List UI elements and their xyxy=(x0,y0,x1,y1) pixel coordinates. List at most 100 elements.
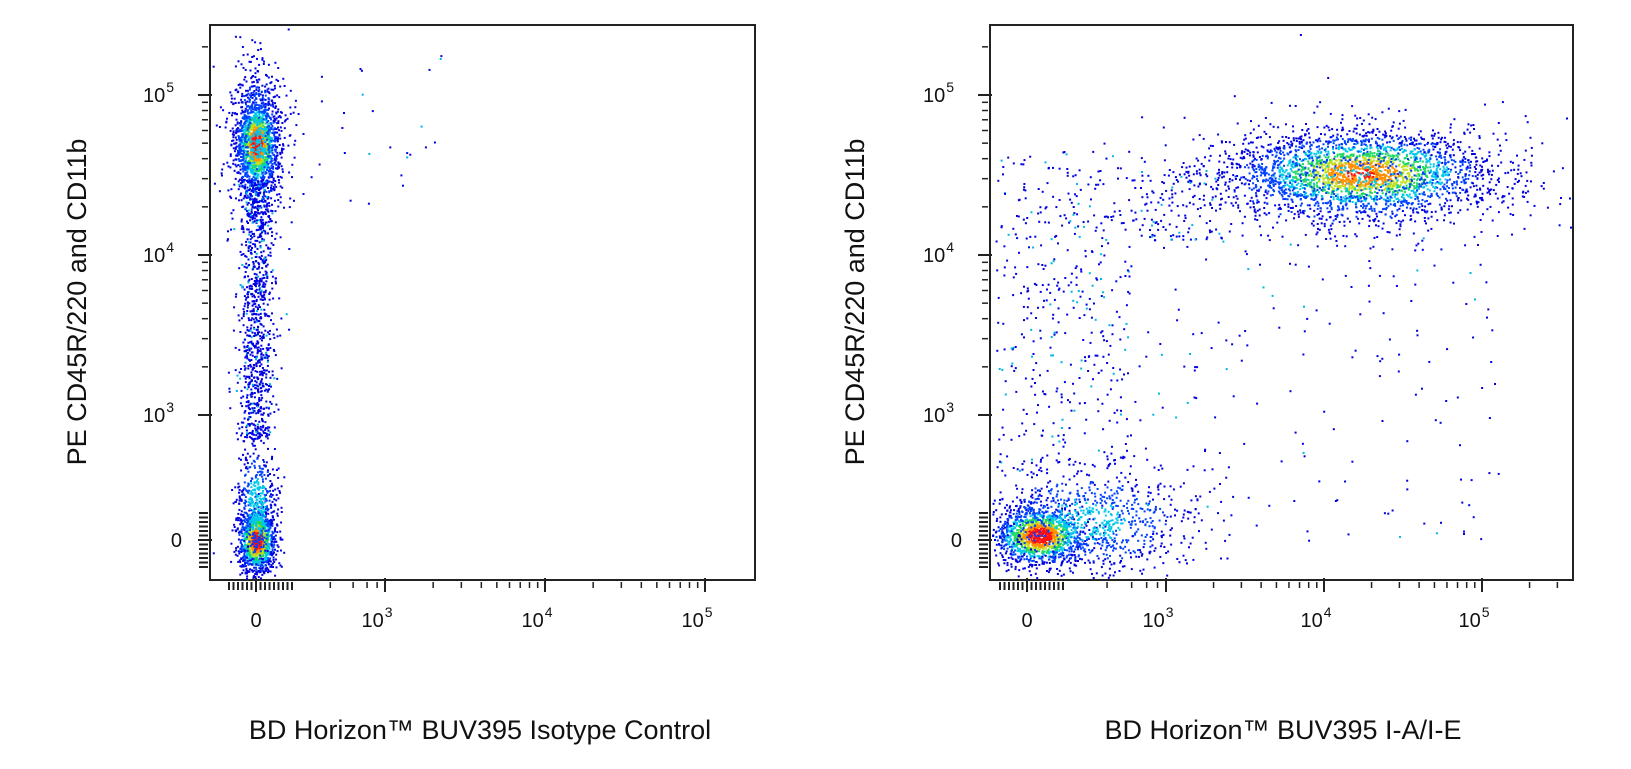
data-point xyxy=(254,485,257,488)
data-point xyxy=(241,426,244,429)
data-point xyxy=(252,512,255,515)
data-point xyxy=(251,533,254,536)
data-point xyxy=(257,524,259,527)
data-point xyxy=(260,470,263,473)
data-point xyxy=(268,125,271,128)
data-point xyxy=(268,98,271,101)
x-tick-label: 104 xyxy=(521,604,552,632)
data-point xyxy=(258,470,261,473)
data-point xyxy=(260,357,263,360)
data-point xyxy=(256,201,259,203)
data-point xyxy=(251,189,253,192)
data-point xyxy=(252,155,255,158)
data-point xyxy=(234,112,237,115)
data-point xyxy=(256,228,259,231)
data-point xyxy=(265,369,268,372)
data-point xyxy=(252,440,255,443)
data-point xyxy=(246,424,248,427)
data-point xyxy=(273,188,276,191)
data-point xyxy=(244,559,247,562)
data-point xyxy=(248,175,251,178)
data-point xyxy=(248,153,251,156)
data-point xyxy=(238,153,241,156)
data-point xyxy=(240,421,243,424)
data-point xyxy=(248,285,251,288)
data-point xyxy=(1337,198,1340,201)
data-point xyxy=(259,126,262,129)
data-point xyxy=(1328,178,1331,181)
data-point xyxy=(255,521,258,524)
data-point xyxy=(251,206,254,209)
data-point xyxy=(247,538,250,540)
data-point xyxy=(256,427,259,430)
data-point xyxy=(283,127,286,130)
data-point xyxy=(270,506,273,509)
data-point xyxy=(277,165,280,168)
data-point xyxy=(241,519,244,522)
data-point xyxy=(238,348,241,351)
data-point xyxy=(261,237,264,240)
data-point xyxy=(273,529,276,532)
data-point xyxy=(252,385,255,388)
data-point xyxy=(266,529,269,532)
data-point xyxy=(254,403,257,406)
data-point xyxy=(1329,204,1331,207)
data-point xyxy=(273,84,276,87)
x-tick-label: 0 xyxy=(250,610,261,632)
data-point xyxy=(253,294,255,297)
data-point xyxy=(246,291,249,294)
data-point xyxy=(268,145,271,148)
data-point xyxy=(255,88,258,91)
data-point xyxy=(1434,187,1436,190)
data-point xyxy=(262,565,265,568)
data-point xyxy=(277,79,280,82)
data-point xyxy=(271,500,274,503)
data-point xyxy=(236,171,239,174)
data-point xyxy=(261,119,264,122)
data-point xyxy=(263,111,266,114)
data-point xyxy=(265,83,268,86)
data-point xyxy=(254,256,257,258)
data-point xyxy=(238,137,241,140)
data-point xyxy=(250,486,253,489)
data-point xyxy=(252,122,255,125)
data-point xyxy=(256,169,259,172)
data-point xyxy=(267,181,270,184)
data-point xyxy=(274,237,277,240)
data-point xyxy=(249,219,252,222)
data-point xyxy=(251,331,254,334)
data-point xyxy=(244,538,247,541)
data-point xyxy=(253,101,256,104)
data-point xyxy=(253,206,256,209)
data-point xyxy=(246,571,249,574)
data-point xyxy=(1374,217,1377,220)
data-point xyxy=(261,84,264,87)
data-point xyxy=(252,452,255,455)
data-point xyxy=(266,505,268,508)
data-point xyxy=(252,262,255,265)
data-point xyxy=(261,277,264,280)
data-point xyxy=(269,338,272,341)
data-point xyxy=(254,119,257,122)
data-point xyxy=(269,218,272,220)
data-point xyxy=(240,192,243,195)
data-point xyxy=(250,359,253,361)
data-point xyxy=(257,163,260,166)
data-point xyxy=(257,181,260,184)
data-point xyxy=(250,324,253,327)
data-point xyxy=(247,417,250,419)
data-point xyxy=(266,315,269,317)
data-point xyxy=(259,175,262,178)
data-point xyxy=(261,382,264,385)
data-point xyxy=(252,438,255,441)
data-point xyxy=(246,394,249,397)
data-point xyxy=(251,402,254,405)
data-point xyxy=(248,466,251,469)
data-point xyxy=(243,123,246,126)
data-point xyxy=(271,312,273,315)
data-point xyxy=(343,152,346,154)
data-point xyxy=(266,356,269,359)
data-point xyxy=(1318,228,1321,231)
data-point xyxy=(241,158,244,161)
data-point xyxy=(254,419,257,422)
